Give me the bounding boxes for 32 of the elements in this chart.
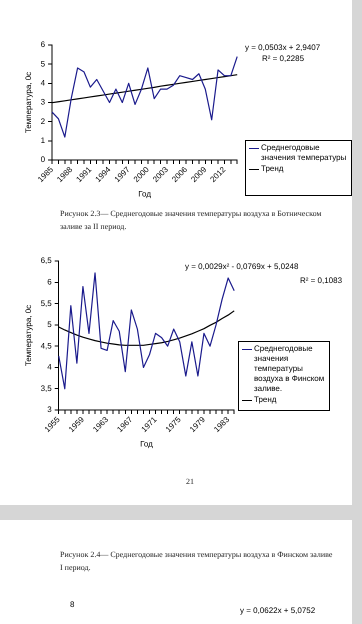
text: R² = 0,1083 [300, 276, 342, 286]
annotation: y = 0,0029x² - 0,0769x + 5,0248 [185, 262, 298, 272]
y-tick-label: 2 [40, 116, 46, 126]
text: Рисунок 2.3— Среднегодовые значения температуры воздуха в Ботническом заливе за II период. [60, 208, 322, 233]
y-tick-label: 0 [40, 155, 46, 164]
y-tick-label: 4 [40, 78, 46, 88]
text: y = 0,0622x + 5,0752 [240, 606, 316, 616]
legend-label: Тренд [254, 395, 276, 405]
legend-label: Тренд [261, 164, 284, 174]
x-axis-title: Год [140, 439, 154, 448]
y-tick-label: 4 [47, 362, 52, 372]
y-tick-label: 6,5 [40, 256, 52, 266]
text: 8 [70, 600, 74, 610]
text: Рисунок 2.4— Среднегодовые значения температуры воздуха в Финском заливе I период. [60, 549, 334, 574]
y-tick-label: 5 [47, 320, 52, 330]
y-tick-label: 3,5 [40, 384, 52, 393]
y-tick-label: 3 [47, 405, 52, 414]
text: y = 0,0503x + 2,9407 [245, 43, 320, 53]
y-tick-label: 6 [40, 40, 46, 50]
legend-label: Среднегодовые значения температуры воздуха в Финском заливе. [254, 344, 326, 394]
y-tick-label: 1 [40, 136, 46, 146]
y-tick-label: 4,5 [40, 341, 52, 350]
y-axis-title: Температура, 0с [24, 304, 34, 366]
legend-label: Среднегодовые значения температуры [261, 143, 348, 163]
y-axis-title: Температура, 0с [24, 72, 34, 134]
y-tick-label: 3 [40, 98, 46, 107]
y-tick-label: 5,5 [40, 298, 52, 308]
x-axis-title: Год [138, 189, 152, 198]
text: 21 [186, 476, 194, 488]
text: R² = 0,2285 [262, 54, 304, 64]
y-tick-label: 6 [47, 277, 52, 286]
y-tick-label: 5 [40, 59, 46, 68]
